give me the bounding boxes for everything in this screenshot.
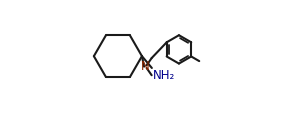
Text: N: N (141, 60, 150, 73)
Text: NH₂: NH₂ (153, 69, 175, 82)
